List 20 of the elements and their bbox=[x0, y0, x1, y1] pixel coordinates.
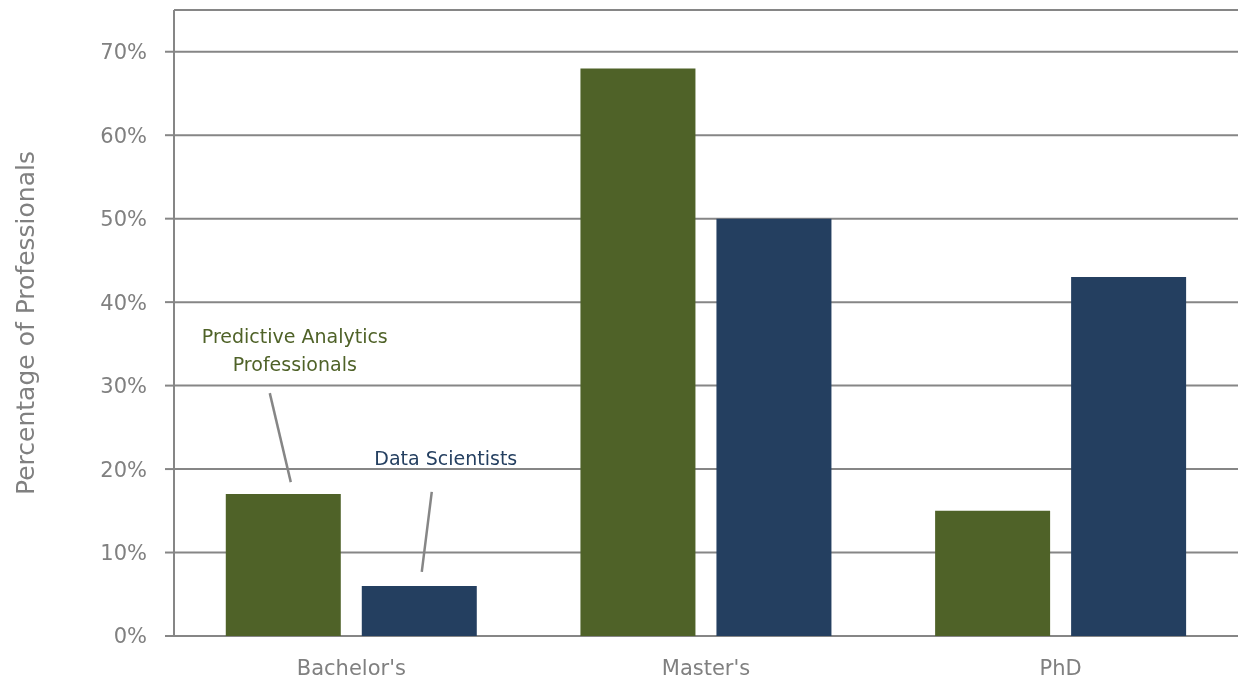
y-tick-label: 40% bbox=[100, 290, 147, 315]
bar bbox=[580, 68, 696, 636]
y-tick-label: 10% bbox=[100, 540, 147, 565]
bar bbox=[935, 510, 1051, 636]
bar bbox=[361, 585, 477, 636]
bar bbox=[1071, 277, 1187, 636]
y-tick-label: 60% bbox=[100, 123, 147, 148]
y-tick-label: 0% bbox=[113, 624, 147, 649]
y-axis-title: Percentage of Professionals bbox=[10, 151, 40, 495]
text: Data Scientists bbox=[374, 446, 518, 469]
text: Predictive Analytics Professionals bbox=[201, 325, 388, 376]
x-tick-label: Master's bbox=[661, 655, 751, 680]
y-tick-label: 30% bbox=[100, 374, 147, 399]
x-tick-label: PhD bbox=[1039, 655, 1082, 680]
x-tick-label: Bachelor's bbox=[296, 655, 406, 680]
bar bbox=[225, 494, 341, 636]
bar bbox=[716, 218, 832, 636]
y-tick-label: 50% bbox=[100, 207, 147, 232]
y-tick-label: 20% bbox=[100, 457, 147, 482]
y-tick-label: 70% bbox=[100, 40, 147, 65]
